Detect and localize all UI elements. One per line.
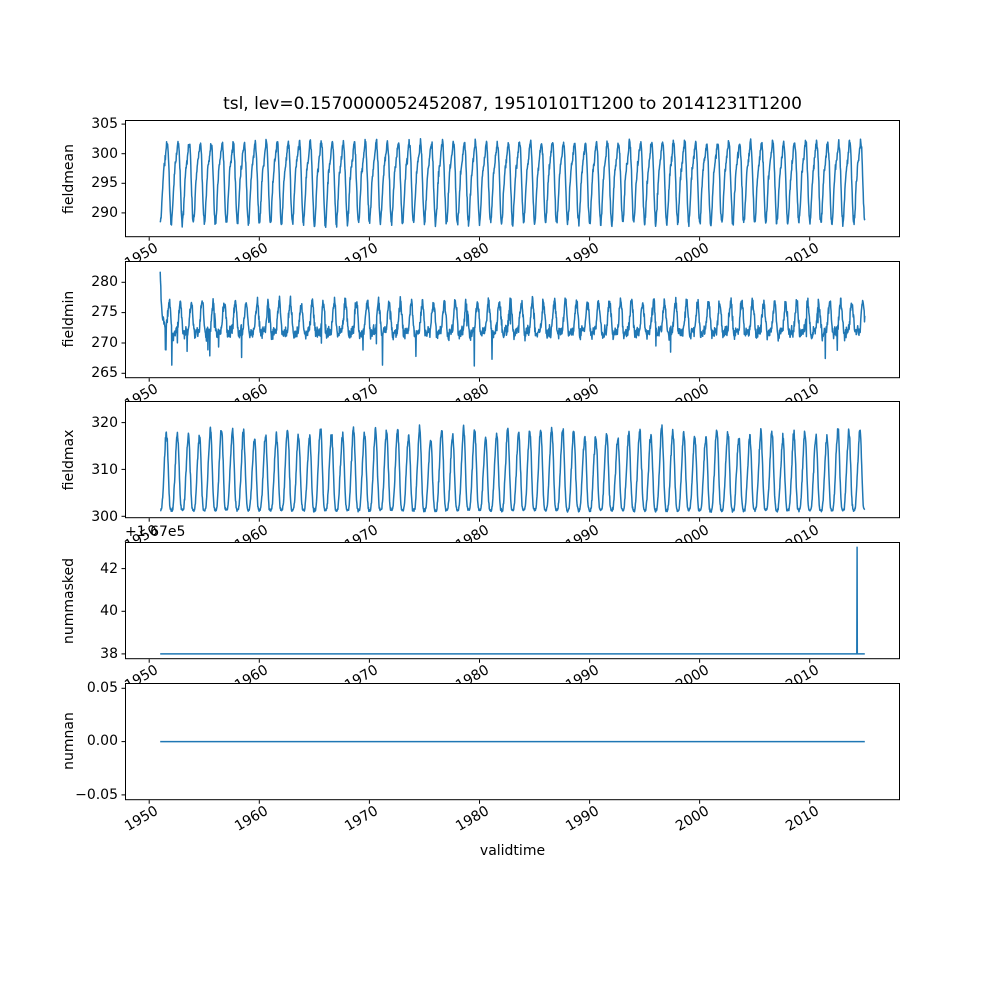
y-tick-label: 42: [100, 560, 118, 577]
y-tick-label: 290: [91, 204, 118, 221]
subplot-numnan: [121, 682, 900, 804]
x-tick-label: 1980: [452, 802, 492, 835]
axes-background: [125, 542, 900, 660]
y-tick-label: 320: [91, 414, 118, 431]
y-tick-label: 295: [91, 175, 118, 192]
y-tick-label: 40: [100, 603, 118, 620]
series-line-fieldmax: [159, 424, 866, 514]
series-line-fieldmin: [159, 271, 866, 367]
y-tick-label: 0.00: [86, 733, 118, 750]
x-tick-label: 1950: [122, 802, 162, 835]
tick-marks: [121, 422, 811, 522]
axes-frame: [125, 542, 900, 660]
y-axis-label-fieldmax: fieldmax: [61, 429, 77, 491]
axes-frame: [125, 401, 900, 519]
subplot-fieldmax: [121, 401, 900, 522]
y-axis-label-fieldmean: fieldmean: [61, 143, 77, 214]
y-axis-label-numnan: numnan: [61, 712, 77, 771]
x-tick-label: 1970: [342, 802, 382, 835]
y-tick-label: 305: [91, 116, 118, 133]
chart-title: tsl, lev=0.1570000052452087, 19510101T12…: [223, 94, 802, 114]
y-tick-label: 38: [100, 645, 118, 662]
y-axis-label-nummasked: nummasked: [61, 557, 77, 644]
y-tick-label: 265: [91, 365, 118, 381]
y-axis-label-fieldmin: fieldmin: [61, 291, 77, 348]
series-line-fieldmean: [159, 138, 866, 229]
x-tick-label: 2000: [672, 802, 712, 835]
subplot-nummasked: [121, 542, 900, 663]
axes-frame: [125, 120, 900, 238]
tick-marks: [121, 687, 811, 804]
y-axis-offset-text: +1.67e5: [125, 524, 186, 540]
tick-marks: [121, 123, 811, 241]
axes-frame: [125, 260, 900, 378]
y-tick-label: 275: [91, 304, 118, 321]
y-tick-label: 270: [91, 334, 118, 351]
x-tick-label: 2010: [782, 802, 822, 835]
y-tick-label: 280: [91, 274, 118, 290]
x-tick-label: 1990: [562, 802, 602, 835]
y-tick-label: 0.05: [86, 680, 118, 696]
y-tick-label: −0.05: [75, 786, 118, 803]
x-tick-label: 1960: [232, 802, 272, 835]
axes-frame: [125, 682, 900, 800]
subplot-fieldmin: [121, 260, 900, 382]
y-tick-label: 300: [91, 145, 118, 162]
tick-marks: [121, 281, 811, 382]
tick-marks: [121, 568, 811, 663]
y-tick-label: 300: [91, 508, 118, 525]
y-tick-label: 310: [91, 461, 118, 478]
x-axis-label: validtime: [479, 843, 546, 859]
subplot-fieldmean: [121, 120, 900, 241]
series-line-nummasked: [160, 546, 865, 655]
axes-background: [125, 401, 900, 519]
